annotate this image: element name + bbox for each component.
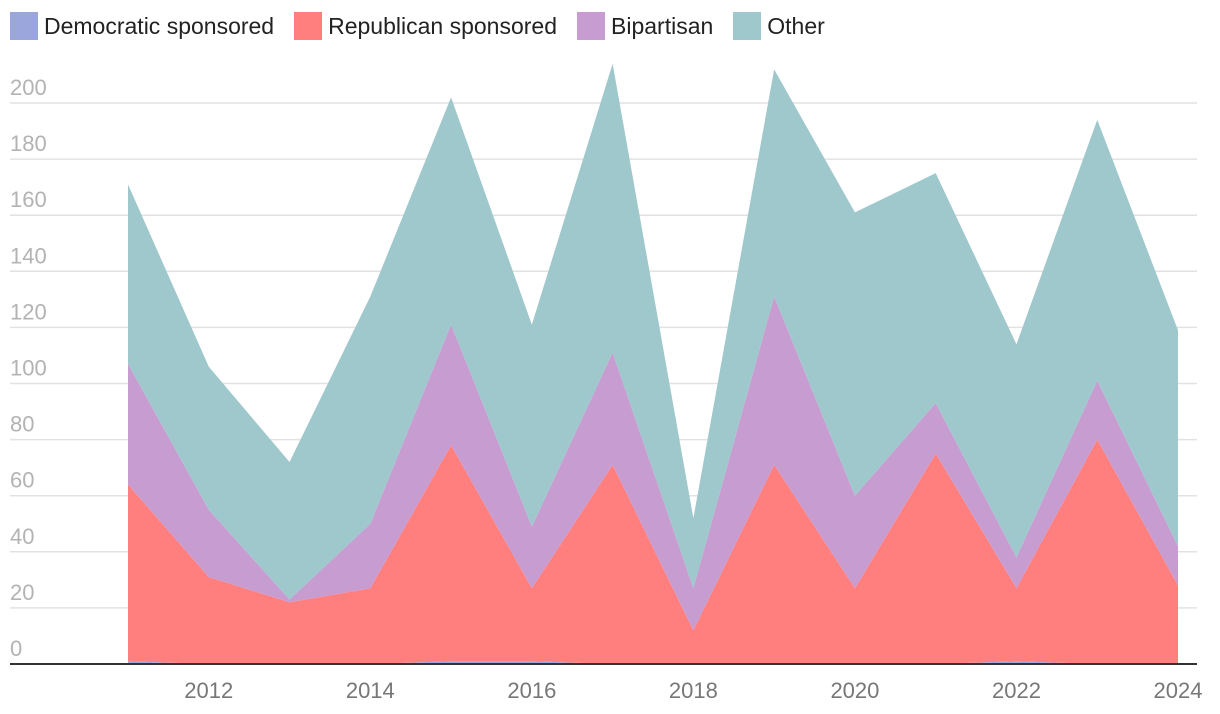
x-tick-label: 2012	[184, 678, 233, 703]
y-tick-label: 80	[10, 412, 34, 437]
y-axis-labels: 0 20 40 60 80 100 120 140 160 180 200	[10, 75, 47, 661]
legend-item-democratic: Democratic sponsored	[10, 12, 274, 40]
chart-legend: Democratic sponsored Republican sponsore…	[10, 10, 845, 42]
y-tick-label: 40	[10, 524, 34, 549]
legend-label-bipartisan: Bipartisan	[611, 12, 714, 39]
legend-item-bipartisan: Bipartisan	[577, 12, 713, 40]
y-tick-label: 60	[10, 468, 34, 493]
legend-swatch-democratic	[10, 12, 38, 40]
y-tick-label: 100	[10, 356, 47, 381]
area-other	[128, 63, 1178, 600]
legend-swatch-other	[733, 12, 762, 40]
legend-swatch-bipartisan	[577, 12, 605, 40]
x-tick-label: 2022	[992, 678, 1041, 703]
x-tick-label: 2014	[346, 678, 395, 703]
y-tick-label: 160	[10, 187, 47, 212]
y-tick-label: 140	[10, 243, 47, 268]
legend-swatch-republican	[294, 12, 323, 40]
x-tick-label: 2018	[669, 678, 718, 703]
y-tick-label: 200	[10, 75, 47, 100]
x-axis-labels: 2012 2014 2016 2018 2020 2022 2024	[184, 678, 1202, 703]
area-republican-sponsored	[128, 439, 1178, 664]
legend-item-republican: Republican sponsored	[294, 12, 557, 40]
series-areas	[128, 63, 1178, 664]
y-tick-label: 120	[10, 299, 47, 324]
area-bipartisan	[128, 296, 1178, 631]
legend-label-other: Other	[767, 12, 825, 39]
y-tick-label: 0	[10, 636, 22, 661]
legend-item-other: Other	[733, 12, 825, 40]
x-tick-label: 2020	[830, 678, 879, 703]
x-tick-label: 2016	[507, 678, 556, 703]
legend-label-republican: Republican sponsored	[328, 12, 557, 39]
y-tick-label: 180	[10, 131, 47, 156]
y-tick-label: 20	[10, 580, 34, 605]
legend-label-democratic: Democratic sponsored	[44, 12, 275, 39]
x-tick-label: 2024	[1154, 678, 1203, 703]
